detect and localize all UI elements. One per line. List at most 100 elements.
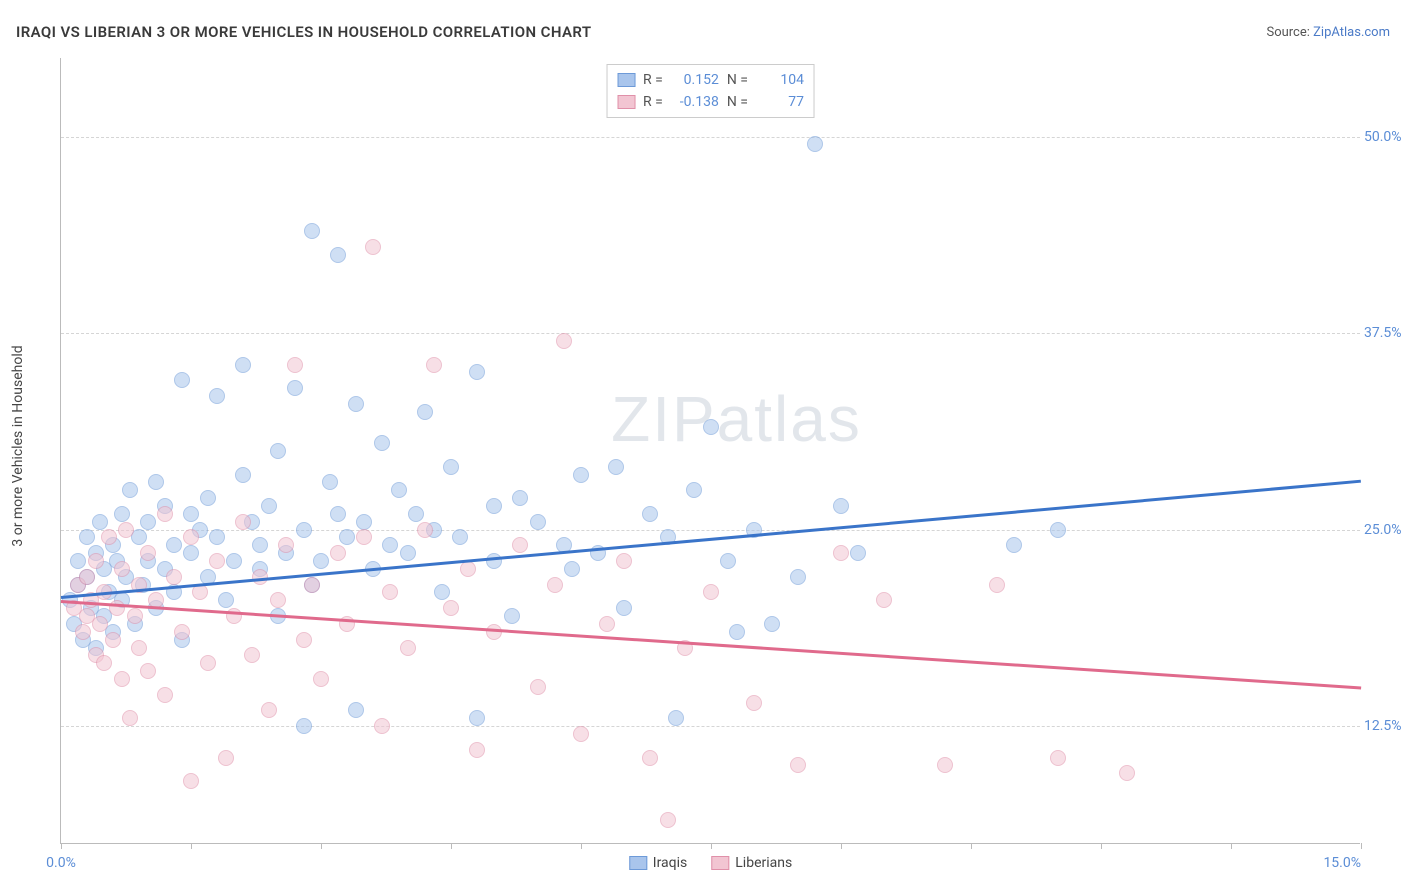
data-point <box>218 750 234 766</box>
x-tick <box>1361 843 1362 849</box>
legend-correlation: R = 0.152 N = 104 R = -0.138 N = 77 <box>606 64 815 118</box>
data-point <box>460 561 476 577</box>
source-link[interactable]: ZipAtlas.com <box>1313 25 1390 40</box>
data-point <box>278 537 294 553</box>
legend-series: Iraqis Liberians <box>629 855 792 871</box>
data-point <box>92 616 108 632</box>
data-point <box>608 459 624 475</box>
source-label: Source: ZipAtlas.com <box>1266 25 1390 40</box>
data-point <box>114 506 130 522</box>
data-point <box>833 545 849 561</box>
data-point <box>374 718 390 734</box>
y-tick-label: 50.0% <box>1364 129 1406 145</box>
data-point <box>88 553 104 569</box>
y-tick-label: 25.0% <box>1364 522 1406 538</box>
chart-title: IRAQI VS LIBERIAN 3 OR MORE VEHICLES IN … <box>16 23 591 41</box>
gridline <box>61 137 1360 138</box>
data-point <box>304 577 320 593</box>
data-point <box>703 584 719 600</box>
data-point <box>261 702 277 718</box>
data-point <box>530 679 546 695</box>
data-point <box>382 584 398 600</box>
data-point <box>443 459 459 475</box>
x-tick-label: 15.0% <box>1323 855 1361 871</box>
legend-row-iraqis: R = 0.152 N = 104 <box>617 69 804 91</box>
data-point <box>261 498 277 514</box>
y-tick-label: 37.5% <box>1364 325 1406 341</box>
data-point <box>235 467 251 483</box>
data-point <box>209 553 225 569</box>
data-point <box>287 380 303 396</box>
x-tick <box>841 843 842 849</box>
x-tick <box>321 843 322 849</box>
data-point <box>166 537 182 553</box>
data-point <box>374 435 390 451</box>
data-point <box>287 357 303 373</box>
data-point <box>504 608 520 624</box>
data-point <box>105 632 121 648</box>
data-point <box>330 506 346 522</box>
data-point <box>599 616 615 632</box>
data-point <box>339 529 355 545</box>
x-tick <box>451 843 452 849</box>
data-point <box>174 624 190 640</box>
data-point <box>1006 537 1022 553</box>
data-point <box>729 624 745 640</box>
data-point <box>426 357 442 373</box>
data-point <box>101 529 117 545</box>
data-point <box>703 419 719 435</box>
data-point <box>408 506 424 522</box>
data-point <box>322 474 338 490</box>
data-point <box>469 710 485 726</box>
data-point <box>79 569 95 585</box>
x-tick <box>971 843 972 849</box>
data-point <box>616 553 632 569</box>
x-tick <box>1101 843 1102 849</box>
data-point <box>140 545 156 561</box>
data-point <box>183 506 199 522</box>
legend-item-iraqis: Iraqis <box>629 855 687 871</box>
data-point <box>270 592 286 608</box>
data-point <box>218 592 234 608</box>
legend-row-liberians: R = -0.138 N = 77 <box>617 91 804 113</box>
data-point <box>166 569 182 585</box>
data-point <box>668 710 684 726</box>
data-point <box>127 608 143 624</box>
data-point <box>244 647 260 663</box>
gridline <box>61 333 1360 334</box>
data-point <box>616 600 632 616</box>
data-point <box>1050 750 1066 766</box>
data-point <box>764 616 780 632</box>
data-point <box>850 545 866 561</box>
data-point <box>530 514 546 530</box>
data-point <box>486 498 502 514</box>
data-point <box>157 687 173 703</box>
x-tick <box>1231 843 1232 849</box>
data-point <box>443 600 459 616</box>
data-point <box>642 750 658 766</box>
data-point <box>96 655 112 671</box>
data-point <box>118 522 134 538</box>
swatch-liberians <box>617 95 635 109</box>
data-point <box>452 529 468 545</box>
data-point <box>417 404 433 420</box>
data-point <box>235 357 251 373</box>
data-point <box>183 545 199 561</box>
data-point <box>140 663 156 679</box>
trendline <box>61 600 1361 689</box>
data-point <box>131 640 147 656</box>
data-point <box>252 537 268 553</box>
swatch-iraqis <box>617 73 635 87</box>
data-point <box>313 553 329 569</box>
data-point <box>660 812 676 828</box>
data-point <box>140 514 156 530</box>
gridline <box>61 726 1360 727</box>
data-point <box>547 577 563 593</box>
data-point <box>989 577 1005 593</box>
data-point <box>296 632 312 648</box>
header: IRAQI VS LIBERIAN 3 OR MORE VEHICLES IN … <box>16 16 1390 48</box>
data-point <box>270 443 286 459</box>
data-point <box>807 136 823 152</box>
data-point <box>348 702 364 718</box>
data-point <box>365 239 381 255</box>
